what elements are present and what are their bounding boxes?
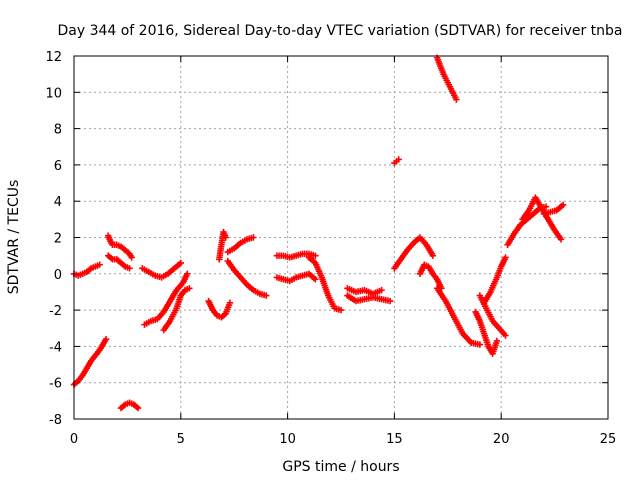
series-segment-22 [433, 285, 484, 348]
data-point [453, 96, 460, 103]
data-point [429, 252, 437, 259]
plot-frame [73, 55, 609, 420]
series-segment-20 [416, 261, 445, 292]
series-segment-4 [104, 252, 133, 272]
series-segment-15 [305, 254, 345, 314]
y-tick-label: 10 [45, 86, 62, 101]
data-point [177, 259, 184, 267]
y-tick-label: -4 [49, 340, 62, 355]
series-segment-8 [160, 285, 193, 334]
y-tick-label: -2 [49, 304, 62, 319]
series-segment-7 [141, 270, 191, 328]
data-point [502, 254, 509, 261]
series-segment-16 [344, 292, 394, 305]
y-tick-label: 6 [54, 159, 62, 174]
series-segment-17 [344, 285, 385, 297]
series-segment-6 [139, 259, 184, 281]
data-point [395, 156, 402, 163]
data-point [502, 332, 509, 339]
data-point [128, 254, 135, 261]
series-segment-27 [519, 194, 565, 243]
x-tick-label: 10 [279, 432, 296, 447]
data-point [134, 404, 142, 412]
data-point [250, 234, 257, 241]
y-tick-label: 2 [54, 232, 62, 247]
series-segment-3 [104, 232, 135, 261]
series-segment-23 [472, 308, 501, 357]
y-tick-label: 12 [45, 50, 62, 65]
x-tick-label: 25 [600, 432, 617, 447]
series-segment-14 [273, 270, 319, 285]
x-tick-label: 5 [177, 432, 185, 447]
data-point [222, 234, 229, 241]
series-segment-28 [540, 201, 567, 218]
x-tick-label: 20 [493, 432, 510, 447]
series-segment-10 [216, 228, 229, 263]
x-axis-label: GPS time / hours [282, 459, 399, 475]
x-tick-label: 0 [70, 432, 78, 447]
chart-title: Day 344 of 2016, Sidereal Day-to-day VTE… [57, 23, 622, 39]
data-point [312, 252, 319, 259]
y-tick-label: -8 [49, 413, 62, 428]
data-point [337, 306, 345, 314]
data-point [312, 276, 319, 283]
data-point [557, 236, 565, 243]
x-tick-label: 15 [386, 432, 403, 447]
y-tick-label: 8 [54, 123, 62, 138]
series-segment-12 [224, 257, 270, 299]
series-segment-9 [205, 297, 234, 321]
series-segment-19 [391, 234, 437, 272]
y-tick-label: 0 [54, 268, 62, 283]
series-segment-11 [224, 234, 257, 256]
data-point [559, 201, 567, 209]
series-segment-2 [70, 261, 103, 279]
data-point [542, 203, 550, 210]
axis-ticks: 0 5 10 15 20 25 -8 -6 -4 -2 0 2 4 6 8 10 12 [45, 50, 616, 447]
y-tick-label: -6 [49, 377, 62, 392]
series-segment-21 [433, 54, 460, 103]
data-point [493, 337, 501, 345]
data-point [226, 299, 234, 307]
series-segment-5 [117, 399, 142, 412]
data-point [96, 261, 103, 268]
series-segment-18 [391, 156, 402, 167]
data-point [378, 286, 385, 294]
series-segment-26 [504, 203, 550, 248]
y-axis-label: SDTVAR / TECUs [6, 180, 22, 295]
series-segment-25 [480, 254, 509, 307]
data-points [70, 54, 567, 412]
data-point [263, 292, 270, 299]
data-point [186, 285, 193, 292]
y-tick-label: 4 [54, 195, 62, 210]
data-point [126, 265, 133, 272]
series-segment-13 [273, 250, 319, 261]
series-segment-1 [70, 335, 110, 388]
data-point [184, 270, 191, 277]
data-point [476, 341, 484, 348]
grid [74, 56, 608, 419]
data-point [386, 297, 394, 305]
data-point [102, 335, 110, 343]
